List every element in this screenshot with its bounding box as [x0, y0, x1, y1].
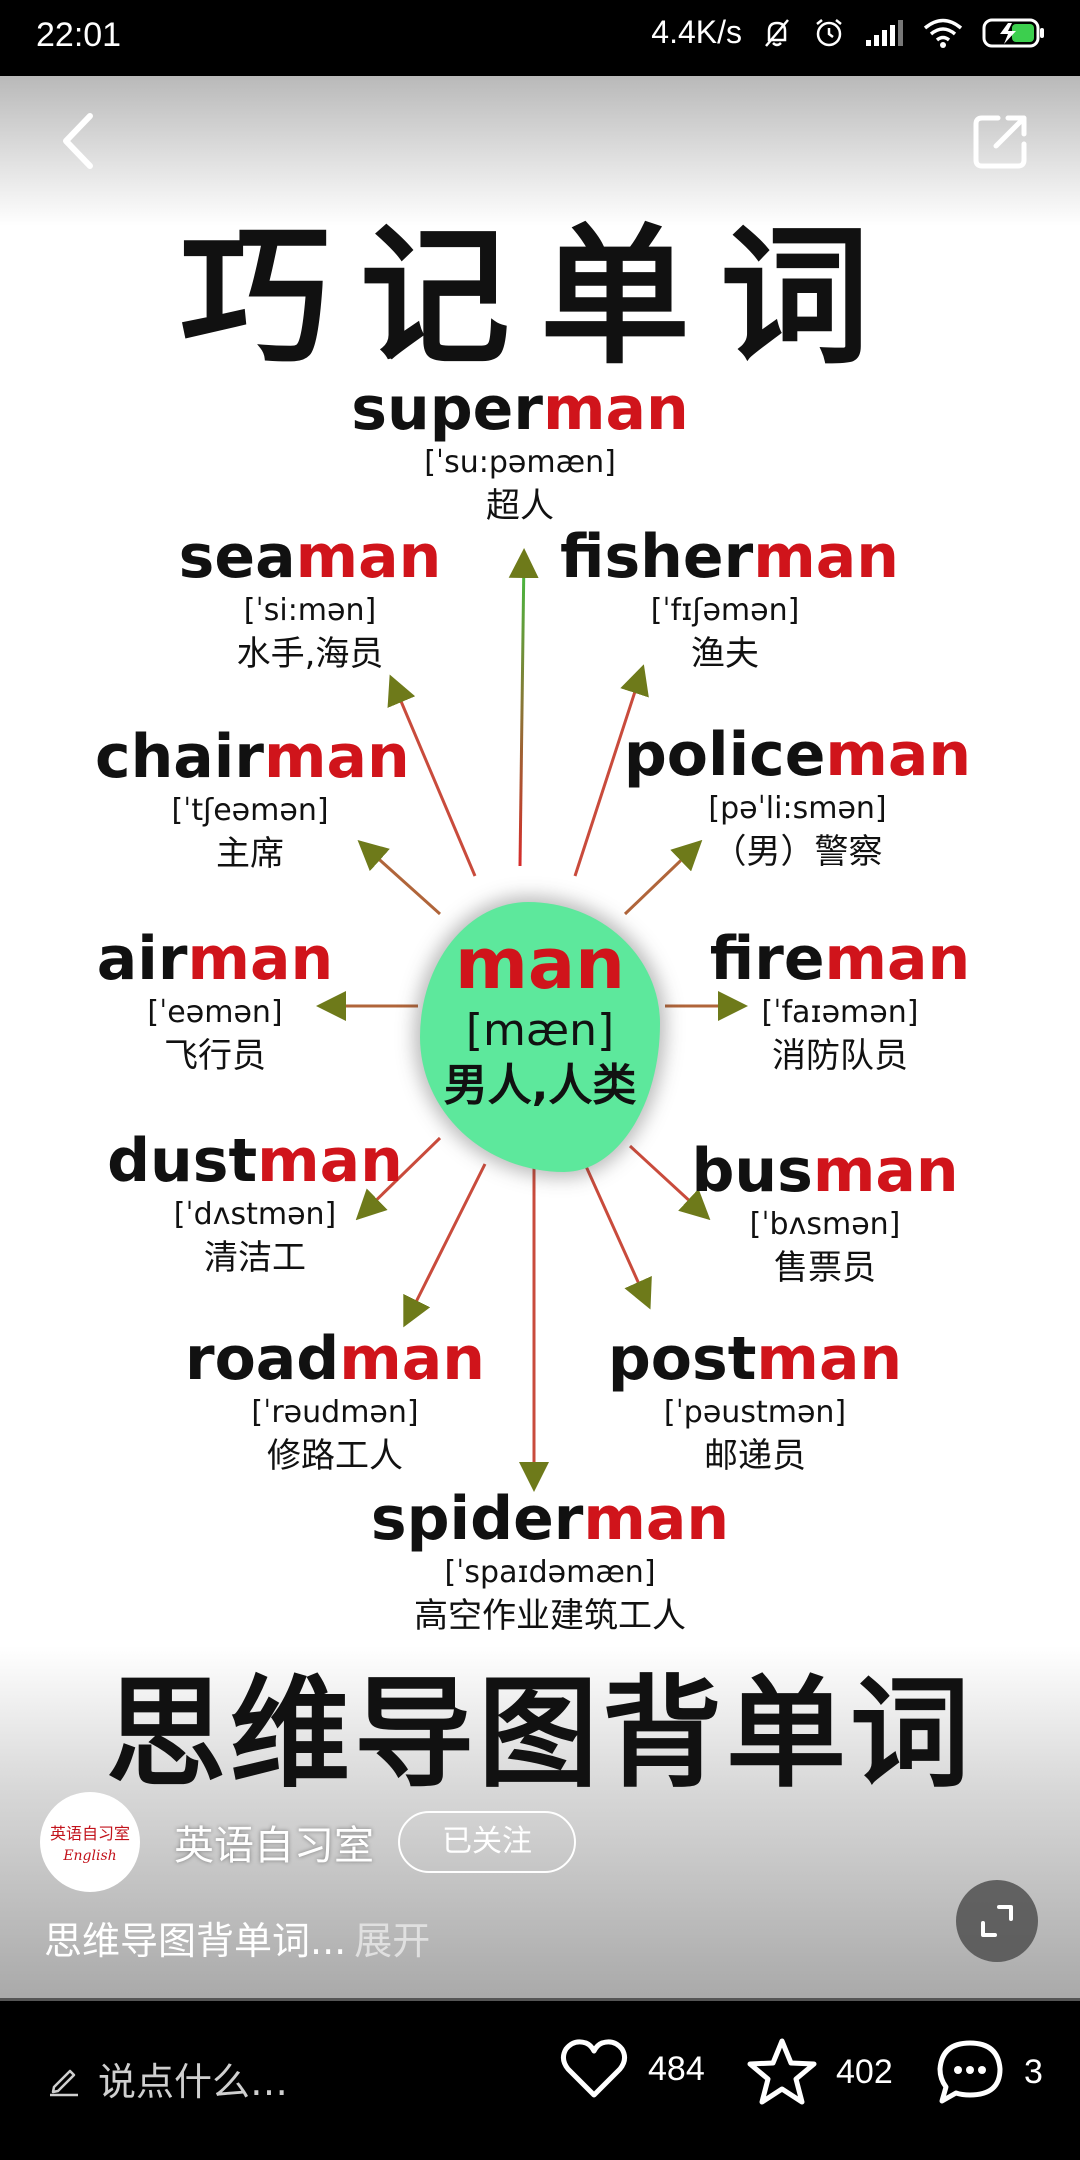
back-button[interactable]	[50, 106, 110, 176]
wifi-icon	[922, 17, 964, 49]
word-node-dustman: dustman [ˈdʌstmən] 清洁工	[107, 1126, 403, 1278]
banner-title: 思维导图背单词	[106, 1665, 974, 1804]
chevron-left-icon	[63, 113, 93, 169]
comment-button[interactable]: 3	[934, 2037, 1043, 2107]
favorite-count: 402	[836, 2052, 893, 2091]
word-node-superman: superman [ˈsu:pəmæn] 超人	[351, 374, 689, 526]
author-name[interactable]: 英语自习室	[174, 1823, 374, 1869]
alarm-icon	[812, 16, 846, 50]
arrow-roadman	[403, 1163, 487, 1328]
post-caption[interactable]: 思维导图背单词... 展开	[44, 1910, 430, 1965]
like-count: 484	[648, 2049, 705, 2088]
center-meaning: 男人,人类	[443, 1060, 637, 1111]
top-shade	[0, 76, 1080, 226]
word-node-fireman: fireman [ˈfaɪəmən] 消防队员	[709, 924, 971, 1076]
favorite-button[interactable]: 402	[746, 2037, 893, 2107]
word-node-policeman: policeman [pəˈli:smən] （男）警察	[623, 720, 972, 872]
share-button[interactable]	[966, 106, 1036, 176]
mute-icon	[760, 16, 794, 50]
word-node-roadman: roadman [ˈrəudmən] 修路工人	[185, 1324, 485, 1476]
center-word: man	[454, 923, 625, 1005]
bottom-action-bar: 说点什么… 484 402 3	[0, 2001, 1080, 2160]
comment-count: 3	[1024, 2052, 1043, 2091]
avatar-subtext: English	[63, 1848, 117, 1864]
word-node-airman: airman [ˈeəmən] 飞行员	[96, 924, 334, 1076]
comment-input[interactable]: 说点什么…	[46, 2051, 288, 2106]
heart-icon	[560, 2039, 628, 2098]
banner-background	[0, 1646, 1080, 2000]
battery-charging-icon	[982, 17, 1046, 49]
image-title: 巧记单词	[179, 211, 900, 385]
word-node-chairman: chairman [ˈtʃeəmən] 主席	[95, 722, 410, 874]
center-node-background	[420, 902, 660, 1172]
word-node-fisherman: fisherman [ˈfɪʃəmən] 渔夫	[560, 522, 899, 674]
caption-text: 思维导图背单词...	[44, 1919, 347, 1963]
expand-icon	[981, 1905, 1013, 1937]
signal-icon	[864, 18, 904, 48]
arrow-superman	[508, 548, 539, 867]
follow-button[interactable]: 已关注	[398, 1811, 576, 1873]
arrow-policeman	[623, 839, 703, 916]
star-icon	[747, 2038, 817, 2105]
word-node-postman: postman [ˈpəustmən] 邮递员	[607, 1324, 903, 1476]
divider	[0, 1998, 1080, 2001]
arrow-dustman	[355, 1136, 442, 1221]
status-time: 22:01	[36, 16, 122, 54]
post-image[interactable]: 巧记单词 man [mæn] 男人,人类	[0, 76, 1080, 2000]
arrow-chairman	[357, 839, 442, 916]
word-node-busman: busman [ˈbʌsmən] 售票员	[691, 1136, 959, 1288]
arrow-postman	[583, 1163, 652, 1310]
like-button[interactable]: 484	[558, 2037, 705, 2101]
network-speed: 4.4K/s	[651, 14, 742, 50]
pencil-icon	[50, 2069, 78, 2096]
center-node: man [mæn] 男人,人类	[410, 924, 670, 1114]
arrow-seaman	[387, 674, 477, 877]
word-node-spiderman: spiderman [ˈspaɪdəmæn] 高空作业建筑工人	[370, 1484, 730, 1636]
avatar-text: 英语自习室	[49, 1824, 130, 1843]
avatar[interactable]: 英语自习室 English	[40, 1792, 140, 1892]
share-icon	[973, 115, 1027, 169]
comment-placeholder: 说点什么…	[98, 2060, 289, 2104]
status-icons: 4.4K/s	[651, 14, 1046, 51]
arrow-busman	[628, 1144, 711, 1221]
word-node-seaman: seaman [ˈsi:mən] 水手,海员	[178, 522, 442, 674]
fullscreen-button[interactable]	[956, 1880, 1038, 1962]
status-bar: 22:01 4.4K/s	[0, 0, 1080, 76]
mind-map-arrows	[316, 548, 748, 1492]
author-row: 英语自习室 English 英语自习室 已关注	[40, 1792, 576, 1892]
chat-bubble-icon	[937, 2040, 1003, 2104]
arrow-fisherman	[573, 664, 649, 877]
expand-link[interactable]: 展开	[354, 1919, 431, 1963]
center-phonetic: [mæn]	[465, 1005, 615, 1056]
